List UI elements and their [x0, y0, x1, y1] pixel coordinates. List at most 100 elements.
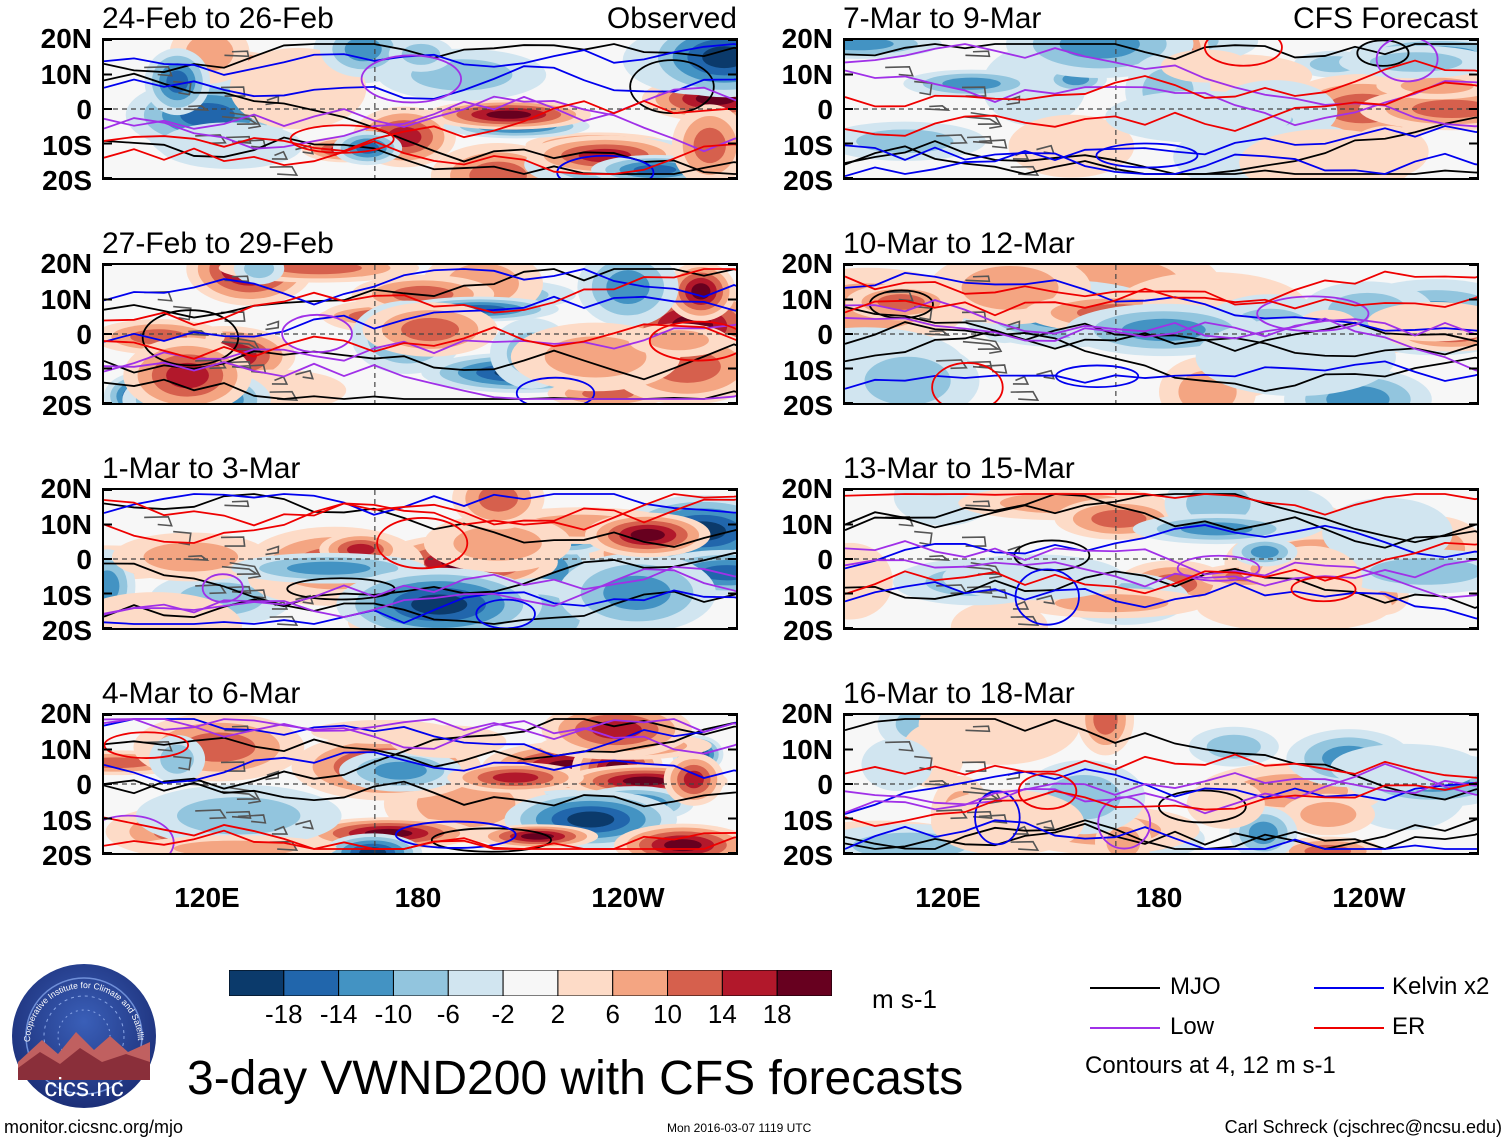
kelvin-contour: [845, 581, 1477, 620]
map-panel: [843, 713, 1479, 855]
lat-label: 10N: [40, 508, 92, 540]
er-contour: [376, 517, 469, 570]
panel-period-title: 16-Mar to 18-Mar: [843, 677, 1075, 710]
lat-label: 10S: [42, 804, 92, 836]
er-contour: [1290, 576, 1357, 603]
low-contour: [845, 299, 1477, 372]
lon-label: 120W: [1332, 882, 1406, 913]
mjo-contour: [845, 43, 1477, 61]
low-contour: [1097, 796, 1152, 850]
lon-label: 120E: [915, 882, 981, 913]
positive-anomaly: [1367, 301, 1477, 342]
low-contour: [845, 69, 1477, 127]
er-contour: [845, 753, 1477, 779]
colorbar-tick-label: 10: [653, 999, 682, 1029]
lat-label: 0: [817, 319, 833, 350]
mjo-contour: [104, 718, 736, 795]
low-contour: [845, 772, 1477, 814]
lat-label: 0: [76, 544, 92, 575]
lat-label: 20N: [781, 698, 833, 729]
colorbar-swatch: [612, 969, 669, 997]
low-contour: [281, 313, 353, 354]
mjo-contour: [845, 493, 1477, 549]
lat-label: 0: [76, 769, 92, 800]
footer-url[interactable]: monitor.cicsnc.org/mjo: [4, 1117, 184, 1137]
lat-label: 20N: [40, 23, 92, 54]
mjo-contour: [1356, 40, 1410, 67]
er-contour: [104, 323, 736, 360]
low-contour: [1375, 40, 1439, 83]
panel-period-title: 10-Mar to 12-Mar: [843, 227, 1075, 260]
colorbar-tick-label: -10: [374, 999, 413, 1029]
low-contour: [845, 540, 1477, 599]
positive-anomaly: [1093, 715, 1118, 735]
legend-mjo-label: MJO: [1170, 973, 1221, 1000]
colorbar-units: m s-1: [872, 984, 937, 1014]
lon-label: 120W: [591, 882, 665, 913]
colorbar-tick-label: -18: [265, 999, 303, 1029]
kelvin-contour: [845, 125, 1477, 178]
negative-anomaly: [244, 265, 275, 279]
lat-label: 20N: [40, 248, 92, 279]
lat-label: 20S: [42, 165, 92, 196]
positive-anomaly: [276, 265, 362, 275]
lat-label: 20S: [783, 390, 833, 421]
er-contour: [104, 816, 736, 850]
negative-anomaly: [1206, 734, 1261, 759]
positive-anomaly: [390, 725, 507, 758]
kelvin-contour: [1014, 568, 1080, 626]
map-panel: [102, 38, 738, 180]
colorbar-swatch: [721, 969, 778, 997]
legend-er-line: [1314, 1027, 1384, 1029]
colorbar-swatch: [283, 969, 340, 997]
map-field: [845, 265, 1477, 403]
positive-anomaly: [691, 283, 711, 300]
negative-anomaly: [1250, 545, 1279, 559]
kelvin-contour: [845, 524, 1477, 570]
legend-low-line: [1090, 1027, 1160, 1029]
lat-label: 20S: [783, 615, 833, 646]
lat-label: 20N: [781, 248, 833, 279]
positive-anomaly: [104, 592, 243, 628]
cics-logo[interactable]: Cooperative Institute for Climate and Sa…: [8, 954, 158, 1110]
low-contour: [201, 573, 244, 603]
low-contour: [104, 323, 736, 373]
er-contour: [845, 541, 1477, 595]
lat-label: 20S: [42, 840, 92, 871]
low-contour: [104, 568, 736, 619]
positive-anomaly: [1300, 802, 1357, 827]
kelvin-contour: [104, 751, 736, 784]
kelvin-contour: [845, 360, 1477, 390]
er-contour: [104, 493, 736, 531]
negative-anomaly: [1195, 318, 1396, 397]
footer-credit: Carl Schreck (cjschrec@ncsu.edu): [1224, 1117, 1502, 1137]
er-contour: [845, 287, 1477, 317]
colorbar-swatch: [557, 969, 614, 997]
low-contour: [845, 43, 1477, 128]
mjo-contour: [845, 718, 1477, 801]
legend-kelvin-label: Kelvin x2: [1392, 973, 1490, 1000]
colorbar-swatch: [667, 969, 723, 997]
colorbar-tick-label: -2: [491, 999, 515, 1029]
kelvin-contour: [974, 790, 1021, 846]
lat-label: 20S: [783, 165, 833, 196]
panel-period-title: 24-Feb to 26-Feb: [102, 2, 334, 35]
colorbar-tick-label: 2: [550, 999, 566, 1029]
kelvin-contour: [1055, 364, 1140, 389]
positive-anomaly: [486, 110, 532, 119]
logo-text: cics.nc: [44, 1072, 123, 1102]
lat-label: 20S: [42, 390, 92, 421]
lon-label: 120E: [174, 882, 240, 913]
lat-label: 10S: [783, 354, 833, 386]
coastline: [144, 725, 314, 851]
panel-period-title: 27-Feb to 29-Feb: [102, 227, 334, 260]
colorbar-swatch: [338, 969, 394, 997]
mjo-contour: [845, 493, 1477, 544]
er-contour: [1203, 40, 1283, 67]
map-field: [104, 490, 736, 628]
mjo-contour: [845, 322, 1477, 363]
er-contour: [845, 270, 1477, 306]
positive-anomaly: [173, 840, 297, 853]
low-contour: [104, 361, 736, 400]
map-field: [845, 40, 1477, 178]
